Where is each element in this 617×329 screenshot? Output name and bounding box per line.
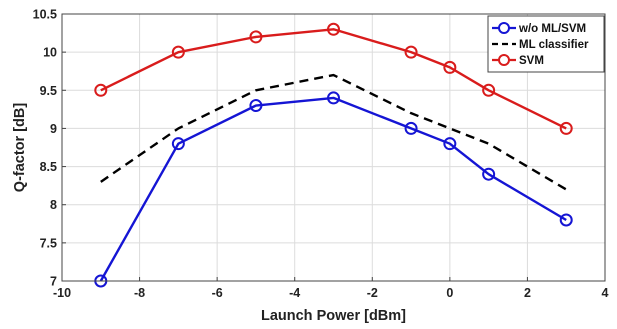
data-point xyxy=(443,60,457,74)
data-point xyxy=(171,137,185,151)
x-tick-label: 4 xyxy=(602,286,609,300)
legend-item: ML classifier xyxy=(492,39,589,51)
legend-label: w/o ML/SVM xyxy=(518,23,586,35)
y-tick-label: 7.5 xyxy=(40,236,57,250)
data-point xyxy=(404,121,418,135)
x-tick-label: 0 xyxy=(446,286,453,300)
x-tick-label: -10 xyxy=(53,286,71,300)
data-point xyxy=(482,83,496,97)
legend-label: SVM xyxy=(519,55,544,67)
y-tick-label: 8.5 xyxy=(40,160,57,174)
plot-frame xyxy=(61,13,606,282)
series-line xyxy=(100,28,567,130)
legend-marker-swatch xyxy=(498,22,510,34)
x-tick-label: -8 xyxy=(134,286,145,300)
x-axis: -10 -8 -6 -4 -2 0 2 4 xyxy=(53,277,609,300)
legend-label: ML classifier xyxy=(519,39,589,51)
x-tick-label: 2 xyxy=(524,286,531,300)
x-axis-label: Launch Power [dBm] xyxy=(261,308,406,324)
series-line xyxy=(99,96,567,282)
data-point xyxy=(559,121,573,135)
data-point xyxy=(249,99,263,113)
y-tick-label: 10 xyxy=(43,46,57,60)
data-point xyxy=(327,22,340,36)
y-axis: 7 7.5 8 8.5 9 9.5 10 10.5 xyxy=(33,8,66,289)
plot-area xyxy=(94,22,573,288)
series-line xyxy=(100,73,567,191)
y-tick-label: 9.5 xyxy=(40,84,57,98)
data-point xyxy=(327,91,340,105)
data-point xyxy=(482,167,496,181)
data-point xyxy=(171,45,185,59)
legend-item: SVM xyxy=(492,54,544,67)
data-point xyxy=(94,83,108,97)
legend-marker-swatch xyxy=(498,54,510,66)
y-tick-label: 8 xyxy=(50,198,57,212)
x-tick-label: -4 xyxy=(289,286,300,300)
x-tick-label: -6 xyxy=(212,286,223,300)
data-point xyxy=(249,30,263,44)
series-svm xyxy=(94,22,573,135)
y-tick-label: 10.5 xyxy=(33,8,57,22)
series-ml-classifier xyxy=(100,73,567,191)
data-point xyxy=(404,45,418,59)
data-point xyxy=(443,137,457,151)
x-tick-label: -2 xyxy=(367,286,378,300)
legend-item: w/o ML/SVM xyxy=(492,22,586,35)
legend: w/o ML/SVM ML classifier SVM xyxy=(487,15,605,73)
y-axis-label: Q-factor [dB] xyxy=(12,103,28,193)
data-point xyxy=(559,213,573,227)
y-tick-label: 7 xyxy=(50,275,57,289)
series-w-o-ml-svm xyxy=(94,91,573,288)
y-tick-label: 9 xyxy=(50,122,57,136)
